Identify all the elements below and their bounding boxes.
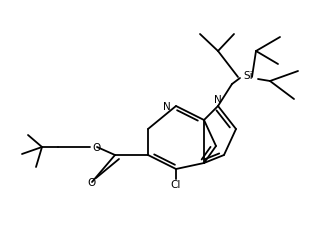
Text: Si: Si	[243, 71, 253, 81]
Text: N: N	[163, 101, 171, 112]
Text: N: N	[214, 95, 222, 105]
Text: O: O	[93, 142, 101, 152]
Text: Cl: Cl	[171, 179, 181, 189]
Text: O: O	[88, 177, 96, 187]
